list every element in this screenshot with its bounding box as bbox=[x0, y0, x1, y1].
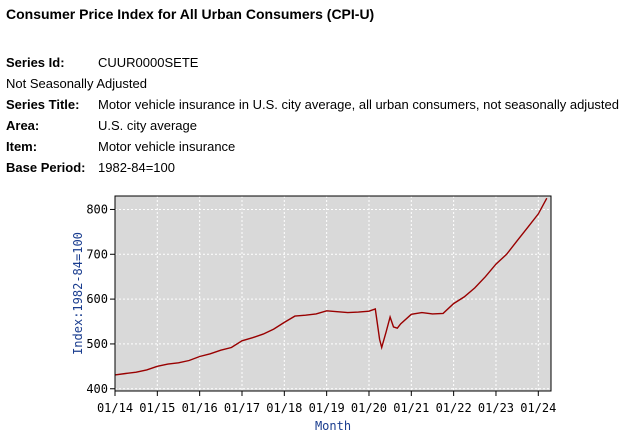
seasonal-adjustment-text: Not Seasonally Adjusted bbox=[6, 76, 147, 91]
x-axis: 01/14 01/15 01/16 01/17 01/18 01/19 01/20 01/21… bbox=[97, 391, 556, 415]
y-tick-label: 800 bbox=[86, 202, 108, 216]
plot-area bbox=[115, 196, 551, 391]
area-row: Area: U.S. city average bbox=[6, 115, 197, 136]
x-tick-label: 01/22 bbox=[436, 401, 472, 415]
y-axis-title: Index:1982-84=100 bbox=[71, 232, 85, 355]
x-tick-label: 01/17 bbox=[224, 401, 260, 415]
series-line bbox=[114, 197, 548, 376]
x-tick-label: 01/19 bbox=[309, 401, 345, 415]
y-tick-label: 500 bbox=[86, 337, 108, 351]
page-title: Consumer Price Index for All Urban Consu… bbox=[6, 6, 375, 22]
base-period-label: Base Period: bbox=[6, 160, 86, 175]
x-tick-label: 01/15 bbox=[139, 401, 175, 415]
x-tick-label: 01/24 bbox=[520, 401, 556, 415]
y-tick-label: 400 bbox=[86, 382, 108, 396]
series-id-row: Series Id: CUUR0000SETE bbox=[6, 52, 198, 73]
item-value: Motor vehicle insurance bbox=[98, 139, 236, 154]
series-title-value: Motor vehicle insurance in U.S. city ave… bbox=[98, 97, 619, 112]
item-label: Item: bbox=[6, 139, 38, 154]
plot-frame bbox=[114, 195, 552, 392]
item-row: Item: Motor vehicle insurance bbox=[6, 136, 235, 157]
series-title-row: Series Title: Motor vehicle insurance in … bbox=[6, 94, 619, 115]
grid-lines bbox=[114, 196, 551, 391]
x-tick-label: 01/16 bbox=[182, 401, 218, 415]
x-tick-label: 01/14 bbox=[97, 401, 133, 415]
y-tick-label: 600 bbox=[86, 292, 108, 306]
x-tick-label: 01/18 bbox=[266, 401, 302, 415]
area-label: Area: bbox=[6, 118, 40, 133]
x-tick-label: 01/23 bbox=[478, 401, 514, 415]
x-tick-label: 01/21 bbox=[393, 401, 429, 415]
x-axis-title: Month bbox=[315, 419, 351, 433]
y-tick-label: 700 bbox=[86, 247, 108, 261]
series-id-label: Series Id: bbox=[6, 55, 65, 70]
y-axis: 400 500 600 700 800 bbox=[86, 202, 115, 396]
x-tick-label: 01/20 bbox=[351, 401, 387, 415]
series-id-value: CUUR0000SETE bbox=[98, 55, 199, 70]
series-title-label: Series Title: bbox=[6, 97, 80, 112]
area-value: U.S. city average bbox=[98, 118, 197, 133]
seasonal-adjustment-row: Not Seasonally Adjusted bbox=[6, 73, 147, 94]
base-period-row: Base Period: 1982-84=100 bbox=[6, 157, 175, 178]
base-period-value: 1982-84=100 bbox=[98, 160, 175, 175]
